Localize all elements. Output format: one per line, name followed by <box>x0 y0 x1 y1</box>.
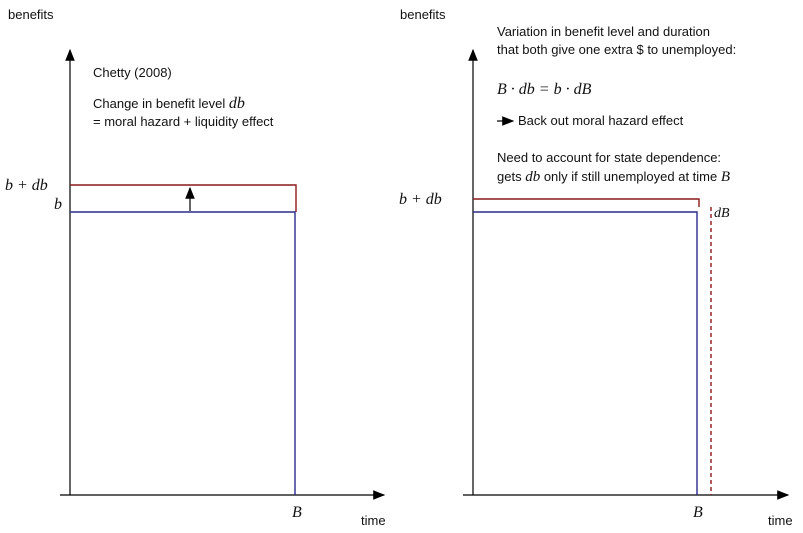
note-math: db <box>229 95 245 112</box>
duration-change: dB <box>714 206 730 221</box>
text-line: gets db only if still unemployed at time… <box>497 169 730 185</box>
equation: B · db = b · dB <box>497 81 592 98</box>
arrow-note: Back out moral hazard effect <box>518 113 684 128</box>
x-axis-label: time <box>768 513 793 528</box>
left-panel: benefits time B b + db b Chetty (2008) C… <box>5 7 386 528</box>
x-marker: B <box>292 504 302 521</box>
benefit-line <box>70 211 296 495</box>
new-benefit-line <box>473 198 700 207</box>
title: Chetty (2008) <box>93 65 172 80</box>
level-high: b + db <box>5 177 48 194</box>
note-line: = moral hazard + liquidity effect <box>93 114 274 129</box>
right-panel: benefits time B b + db dB Variation in b… <box>399 7 793 528</box>
x-marker: B <box>693 504 703 521</box>
note-text: Change in benefit level <box>93 96 225 111</box>
note-line: Change in benefit level db <box>93 95 245 112</box>
math: db <box>525 169 541 185</box>
y-axis-label: benefits <box>8 7 54 22</box>
x-axis-label: time <box>361 513 386 528</box>
text-line: that both give one extra $ to unemployed… <box>497 42 736 57</box>
level-high: b + db <box>399 191 442 208</box>
level-low: b <box>54 196 62 213</box>
text: gets <box>497 169 522 184</box>
benefit-line <box>473 211 698 495</box>
new-benefit-line <box>70 184 297 212</box>
text: only if still unemployed at time <box>544 169 717 184</box>
text-line: Variation in benefit level and duration <box>497 24 710 39</box>
math: B <box>721 169 730 185</box>
text-line: Need to account for state dependence: <box>497 150 721 165</box>
y-axis-label: benefits <box>400 7 446 22</box>
